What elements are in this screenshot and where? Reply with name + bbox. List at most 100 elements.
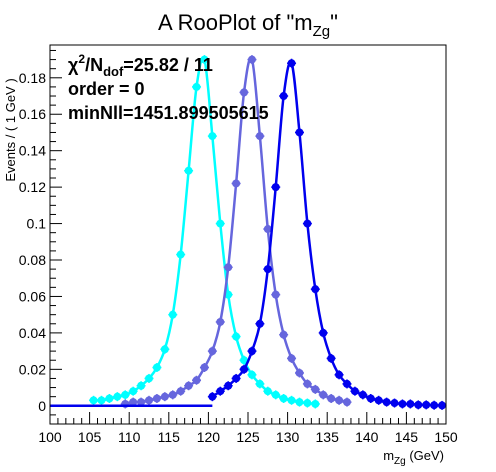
data-point: [255, 319, 265, 329]
data-point: [192, 375, 202, 385]
data-point: [160, 392, 170, 402]
data-point: [89, 395, 99, 405]
data-point: [271, 290, 281, 300]
data-point: [239, 364, 249, 374]
x-tick-label: 145: [395, 429, 419, 445]
y-tick-label: 0.06: [19, 288, 46, 304]
data-point: [279, 330, 289, 340]
data-point: [128, 386, 138, 396]
data-point: [310, 284, 320, 294]
x-tick-label: 120: [197, 429, 221, 445]
data-point: [397, 399, 407, 409]
data-point: [247, 55, 257, 65]
data-point: [342, 397, 352, 407]
data-point: [382, 397, 392, 407]
data-point: [271, 390, 281, 400]
data-point: [294, 368, 304, 378]
order-annotation: order = 0: [68, 79, 145, 99]
y-tick-label: 0.16: [19, 106, 46, 122]
data-point: [231, 373, 241, 383]
data-point: [104, 393, 114, 403]
data-point: [112, 392, 122, 402]
data-point: [294, 127, 304, 137]
data-point: [120, 390, 130, 400]
data-point: [294, 397, 304, 407]
data-point: [192, 82, 202, 92]
data-point: [144, 395, 154, 405]
minnll-annotation: minNll=1451.899505615: [68, 103, 269, 123]
axis-tick-labels: 100 105 110 115 120 125 130 135 140 145 150 0 0.02 0.…: [19, 70, 458, 445]
data-point: [318, 328, 328, 338]
data-point: [421, 400, 431, 410]
data-point: [405, 399, 415, 409]
data-point: [263, 264, 273, 274]
data-point: [437, 400, 447, 410]
data-point: [247, 370, 257, 380]
y-tick-label: 0.02: [19, 361, 46, 377]
chi2-annotation: χ2/Ndof=25.82 / 11: [68, 52, 213, 79]
data-point: [199, 363, 209, 373]
y-tick-label: 0.18: [19, 70, 46, 86]
y-tick-label: 0.1: [27, 216, 47, 232]
data-point: [255, 379, 265, 389]
data-point: [310, 399, 320, 409]
data-point: [160, 344, 170, 354]
data-point: [136, 381, 146, 391]
y-tick-label: 0.14: [19, 143, 46, 159]
data-point: [239, 87, 249, 97]
x-tick-label: 100: [38, 429, 62, 445]
x-tick-label: 140: [355, 429, 379, 445]
data-point: [326, 353, 336, 363]
x-tick-label: 115: [158, 429, 181, 445]
data-point: [215, 317, 225, 327]
data-point: [168, 390, 178, 400]
series-layer: [50, 55, 447, 410]
data-point: [350, 386, 360, 396]
data-point: [223, 381, 233, 391]
data-point: [207, 392, 217, 402]
data-point: [302, 398, 312, 408]
data-point: [390, 398, 400, 408]
data-point: [168, 310, 178, 320]
y-axis-title: Events / ( 1 GeV ): [3, 78, 18, 181]
data-point: [207, 131, 217, 141]
data-point: [144, 373, 154, 383]
data-point: [287, 58, 297, 68]
data-point: [287, 353, 297, 363]
data-point: [374, 395, 384, 405]
data-point: [342, 379, 352, 389]
data-point: [207, 346, 217, 356]
data-point: [302, 379, 312, 389]
data-point: [263, 386, 273, 396]
y-tick-label: 0.04: [19, 325, 46, 341]
data-point: [215, 219, 225, 229]
data-point: [279, 91, 289, 101]
data-point: [366, 393, 376, 403]
x-tick-label: 130: [276, 429, 300, 445]
data-point: [152, 393, 162, 403]
data-point: [334, 370, 344, 380]
data-point: [279, 393, 289, 403]
x-tick-label: 110: [118, 429, 141, 445]
data-point: [239, 355, 249, 365]
data-point: [231, 332, 241, 342]
data-point: [255, 131, 265, 141]
data-point: [152, 363, 162, 373]
data-point: [184, 381, 194, 391]
chart-title: A RooPlot of "mZg": [158, 10, 338, 40]
data-point: [199, 55, 209, 65]
data-point: [223, 262, 233, 272]
x-tick-label: 150: [434, 429, 458, 445]
data-point: [413, 400, 423, 410]
plot-frame: [49, 44, 447, 425]
data-point: [287, 395, 297, 405]
data-point: [326, 393, 336, 403]
data-point: [310, 384, 320, 394]
x-tick-label: 105: [78, 429, 102, 445]
data-point: [176, 250, 186, 260]
data-point: [96, 395, 106, 405]
y-tick-label: 0.12: [19, 179, 46, 195]
data-point: [215, 386, 225, 396]
